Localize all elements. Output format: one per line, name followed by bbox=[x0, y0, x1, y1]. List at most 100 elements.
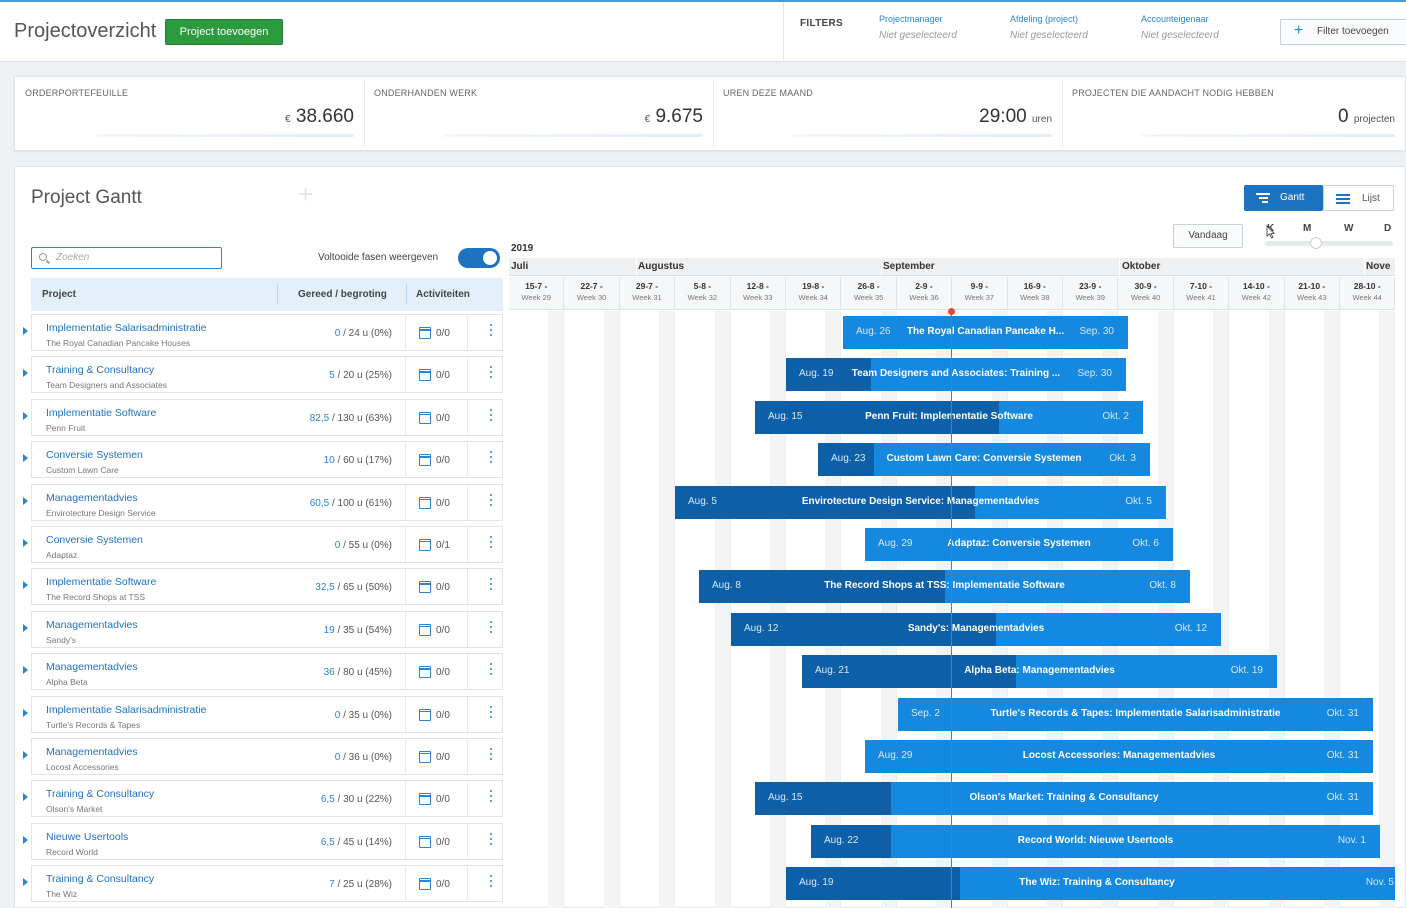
gantt-bar[interactable]: Aug. 5 Envirotecture Design Service: Man… bbox=[675, 485, 1166, 519]
project-name[interactable]: Implementatie Salarisadministratie bbox=[46, 703, 207, 716]
more-options-icon[interactable] bbox=[490, 663, 493, 677]
filter-projectmanager[interactable]: Projectmanager Niet geselecteerd bbox=[879, 14, 957, 41]
calendar-icon[interactable] bbox=[419, 835, 431, 848]
zoom-label-k[interactable]: K bbox=[1267, 223, 1275, 234]
table-row[interactable]: Training & Consultancy Team Designers an… bbox=[15, 353, 505, 395]
table-row[interactable]: Conversie Systemen Adaptaz 0 / 55 u (0%)… bbox=[15, 523, 505, 565]
project-card[interactable]: Managementadvies Envirotecture Design Se… bbox=[31, 483, 503, 521]
more-options-icon[interactable] bbox=[490, 324, 493, 338]
zoom-slider-handle[interactable] bbox=[1310, 237, 1322, 249]
gantt-bar[interactable]: Aug. 15 Penn Fruit: Implementatie Softwa… bbox=[755, 400, 1143, 434]
project-name[interactable]: Implementatie Software bbox=[46, 576, 157, 589]
zoom-label-m[interactable]: M bbox=[1303, 223, 1312, 234]
gantt-bar[interactable]: Sep. 2 Turtle's Records & Tapes: Impleme… bbox=[898, 697, 1373, 731]
filter-account-owner[interactable]: Accounteigenaar Niet geselecteerd bbox=[1141, 14, 1219, 41]
expand-caret-icon[interactable] bbox=[23, 835, 28, 844]
table-row[interactable]: Implementatie Salarisadministratie The R… bbox=[15, 311, 505, 353]
project-name[interactable]: Implementatie Software bbox=[46, 406, 157, 419]
table-row[interactable]: Implementatie Salarisadministratie Turtl… bbox=[15, 693, 505, 735]
project-card[interactable]: Training & Consultancy Team Designers an… bbox=[31, 356, 503, 394]
expand-caret-icon[interactable] bbox=[23, 708, 28, 717]
zoom-slider[interactable] bbox=[1265, 241, 1393, 246]
calendar-icon[interactable] bbox=[419, 411, 431, 424]
calendar-icon[interactable] bbox=[419, 369, 431, 382]
project-name[interactable]: Managementadvies bbox=[46, 661, 138, 674]
column-project[interactable]: Project bbox=[42, 289, 76, 300]
project-name[interactable]: Nieuwe Usertools bbox=[46, 830, 129, 843]
view-gantt-button[interactable]: Gantt bbox=[1244, 185, 1323, 211]
project-name[interactable]: Managementadvies bbox=[46, 491, 138, 504]
add-filter-button[interactable]: + Filter toevoegen bbox=[1280, 19, 1406, 45]
table-row[interactable]: Implementatie Software Penn Fruit 82,5 /… bbox=[15, 396, 505, 438]
show-completed-toggle[interactable] bbox=[458, 248, 500, 268]
table-row[interactable]: Managementadvies Locost Accessories 0 / … bbox=[15, 735, 505, 777]
expand-caret-icon[interactable] bbox=[23, 581, 28, 590]
calendar-icon[interactable] bbox=[419, 454, 431, 467]
project-name[interactable]: Managementadvies bbox=[46, 618, 138, 631]
more-options-icon[interactable] bbox=[490, 493, 493, 508]
gantt-bar[interactable]: Aug. 8 The Record Shops at TSS: Implemen… bbox=[699, 570, 1190, 604]
project-name[interactable]: Training & Consultancy bbox=[46, 364, 155, 377]
table-row[interactable]: Conversie Systemen Custom Lawn Care 10 /… bbox=[15, 438, 505, 480]
calendar-icon[interactable] bbox=[419, 327, 431, 339]
gantt-bar[interactable]: Aug. 26 The Royal Canadian Pancake H... … bbox=[843, 316, 1128, 349]
project-name[interactable]: Managementadvies bbox=[46, 745, 138, 758]
more-options-icon[interactable] bbox=[490, 408, 493, 423]
project-card[interactable]: Conversie Systemen Custom Lawn Care 10 /… bbox=[31, 441, 503, 479]
expand-caret-icon[interactable] bbox=[23, 793, 28, 802]
project-card[interactable]: Training & Consultancy The Wiz 7 / 25 u … bbox=[31, 865, 503, 903]
project-card[interactable]: Conversie Systemen Adaptaz 0 / 55 u (0%)… bbox=[31, 525, 503, 563]
expand-caret-icon[interactable] bbox=[23, 538, 28, 547]
calendar-icon[interactable] bbox=[419, 878, 431, 891]
more-options-icon[interactable] bbox=[490, 535, 493, 550]
project-name[interactable]: Conversie Systemen bbox=[46, 449, 143, 462]
expand-caret-icon[interactable] bbox=[23, 496, 28, 505]
table-row[interactable]: Nieuwe Usertools Record World 6,5 / 45 u… bbox=[15, 820, 505, 862]
zoom-label-w[interactable]: W bbox=[1344, 223, 1354, 234]
column-hours[interactable]: Gereed / begroting bbox=[298, 289, 387, 300]
view-list-button[interactable]: Lijst bbox=[1323, 185, 1394, 211]
plus-icon[interactable]: + bbox=[298, 179, 314, 209]
project-card[interactable]: Training & Consultancy Olson's Market 6,… bbox=[31, 780, 503, 818]
project-card[interactable]: Implementatie Salarisadministratie The R… bbox=[31, 314, 503, 351]
column-activities[interactable]: Activiteiten bbox=[416, 289, 470, 300]
project-card[interactable]: Implementatie Salarisadministratie Turtl… bbox=[31, 695, 503, 733]
gantt-bar[interactable]: Aug. 15 Olson's Market: Training & Consu… bbox=[755, 782, 1373, 816]
calendar-icon[interactable] bbox=[419, 750, 431, 763]
expand-caret-icon[interactable] bbox=[23, 878, 28, 887]
gantt-bar[interactable]: Aug. 12 Sandy's: Managementadvies Okt. 1… bbox=[731, 612, 1221, 646]
project-name[interactable]: Training & Consultancy bbox=[46, 873, 155, 886]
add-project-button[interactable]: Project toevoegen bbox=[165, 19, 283, 45]
project-card[interactable]: Implementatie Software Penn Fruit 82,5 /… bbox=[31, 398, 503, 436]
table-row[interactable]: Training & Consultancy The Wiz 7 / 25 u … bbox=[15, 862, 505, 904]
more-options-icon[interactable] bbox=[490, 705, 493, 720]
more-options-icon[interactable] bbox=[490, 366, 493, 380]
more-options-icon[interactable] bbox=[490, 790, 493, 804]
project-card[interactable]: Nieuwe Usertools Record World 6,5 / 45 u… bbox=[31, 822, 503, 860]
more-options-icon[interactable] bbox=[490, 578, 493, 592]
calendar-icon[interactable] bbox=[419, 708, 431, 721]
more-options-icon[interactable] bbox=[490, 875, 493, 889]
zoom-label-d[interactable]: D bbox=[1384, 223, 1392, 234]
project-card[interactable]: Managementadvies Alpha Beta 36 / 80 u (4… bbox=[31, 653, 503, 691]
search-input[interactable]: Zoeken bbox=[31, 247, 222, 269]
today-button[interactable]: Vandaag bbox=[1173, 224, 1243, 248]
filter-department[interactable]: Afdeling (project) Niet geselecteerd bbox=[1010, 14, 1088, 41]
more-options-icon[interactable] bbox=[490, 451, 493, 465]
gantt-bar[interactable]: Aug. 23 Custom Lawn Care: Conversie Syst… bbox=[818, 443, 1150, 477]
expand-caret-icon[interactable] bbox=[23, 369, 28, 378]
gantt-bar[interactable]: Aug. 29 Adaptaz: Conversie Systemen Okt.… bbox=[865, 528, 1173, 561]
gantt-bar[interactable]: Aug. 19 The Wiz: Training & Consultancy … bbox=[786, 867, 1395, 901]
project-name[interactable]: Training & Consultancy bbox=[46, 788, 155, 801]
project-card[interactable]: Managementadvies Sandy's 19 / 35 u (54%)… bbox=[31, 610, 503, 648]
calendar-icon[interactable] bbox=[419, 793, 431, 806]
project-card[interactable]: Implementatie Software The Record Shops … bbox=[31, 568, 503, 606]
gantt-bar[interactable]: Aug. 21 Alpha Beta: Managementadvies Okt… bbox=[802, 655, 1277, 689]
gantt-bar[interactable]: Aug. 29 Locost Accessories: Managementad… bbox=[865, 740, 1373, 773]
expand-caret-icon[interactable] bbox=[23, 327, 28, 335]
more-options-icon[interactable] bbox=[490, 620, 493, 635]
table-row[interactable]: Managementadvies Alpha Beta 36 / 80 u (4… bbox=[15, 650, 505, 692]
table-row[interactable]: Training & Consultancy Olson's Market 6,… bbox=[15, 777, 505, 819]
project-name[interactable]: Conversie Systemen bbox=[46, 533, 143, 546]
expand-caret-icon[interactable] bbox=[23, 411, 28, 420]
